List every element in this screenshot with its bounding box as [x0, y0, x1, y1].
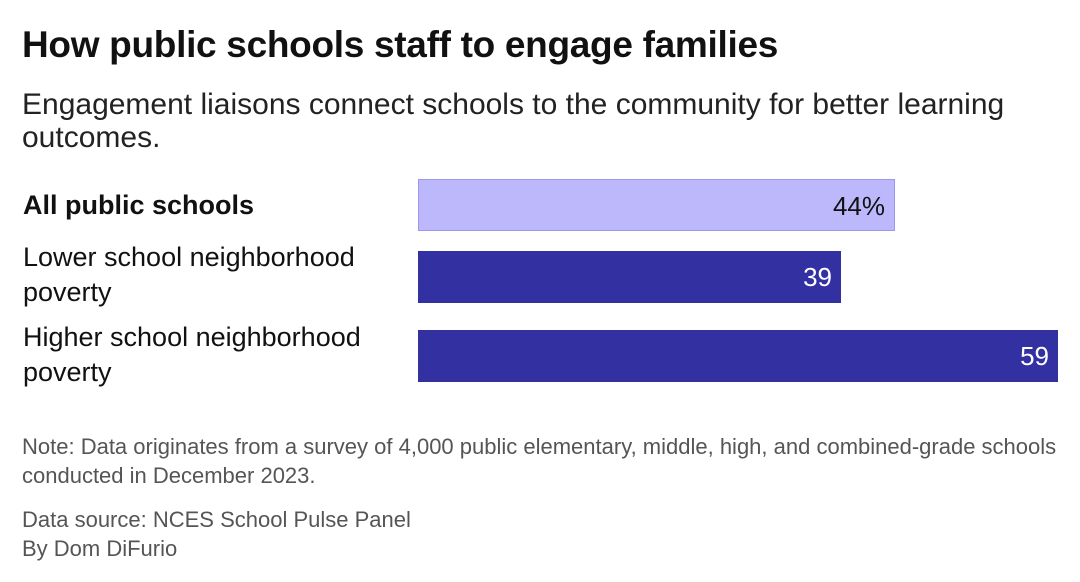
bar: 59: [418, 330, 1058, 382]
bar-value-label: 39: [803, 262, 832, 292]
data-source: Data source: NCES School Pulse Panel: [22, 507, 411, 532]
bar-category-label: Lower school neighborhood poverty: [23, 242, 355, 307]
chart-note: Note: Data originates from a survey of 4…: [22, 434, 1057, 488]
bar-category-label: All public schools: [23, 190, 255, 220]
chart-subtitle: Engagement liaisons connect schools to t…: [22, 88, 1005, 154]
bar-value-label: 44%: [832, 191, 885, 221]
bar-category-label: Higher school neighborhood poverty: [23, 322, 361, 387]
chart-title: How public schools staff to engage famil…: [22, 24, 779, 65]
byline: By Dom DiFurio: [22, 536, 178, 561]
bar: 39: [418, 251, 841, 303]
bar-value-label: 59: [1020, 341, 1049, 371]
bar: 44%: [418, 179, 895, 231]
